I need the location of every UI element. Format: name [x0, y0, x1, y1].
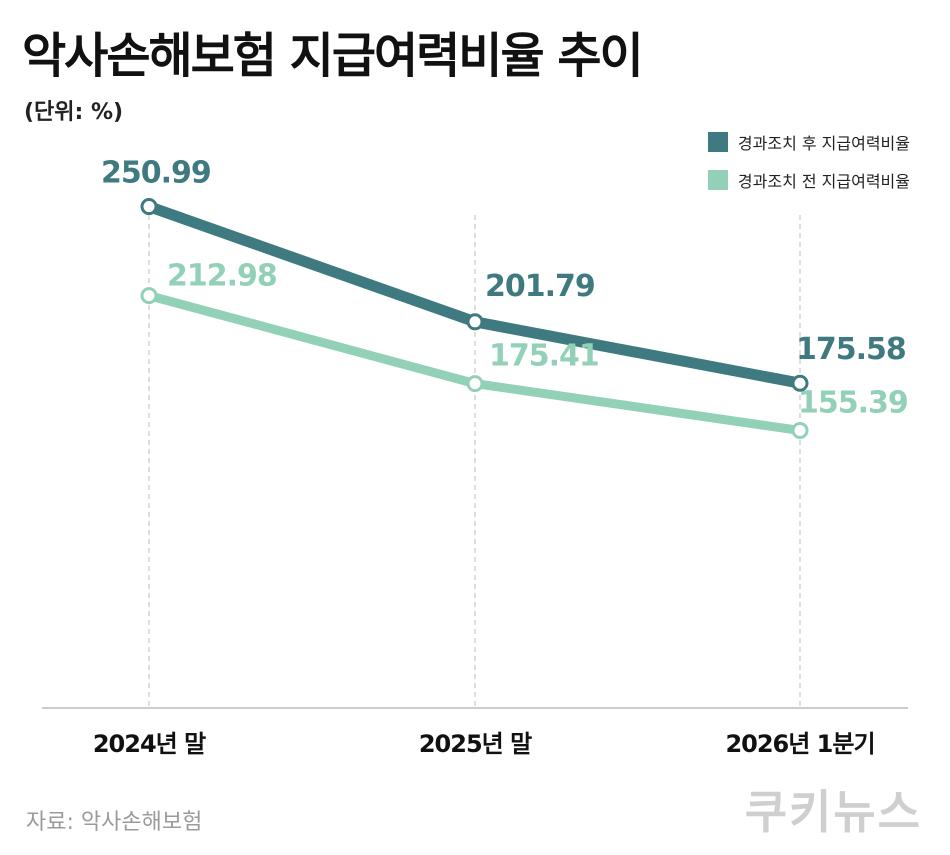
unit-label: (단위: %)	[24, 100, 124, 125]
legend-swatch-before	[707, 170, 728, 190]
data-point-before-2	[791, 421, 809, 439]
legend: 경과조치 후 지급여력비율 경과조치 전 지급여력비율	[707, 130, 910, 206]
data-point-before-1	[466, 375, 484, 393]
data-label-before-0: 212.98	[167, 259, 277, 294]
data-label-after-1: 201.79	[485, 269, 595, 304]
source-note: 자료: 악사손해보험	[26, 810, 203, 835]
data-point-after-2	[791, 374, 809, 392]
legend-item-before: 경과조치 전 지급여력비율	[707, 168, 910, 192]
x-tick-label-2: 2026년 1분기	[725, 730, 874, 758]
legend-label-after: 경과조치 후 지급여력비율	[737, 134, 910, 153]
data-label-after-0: 250.99	[101, 156, 211, 191]
data-label-after-2: 175.58	[796, 332, 906, 367]
legend-swatch-after	[707, 132, 728, 152]
chart-title: 악사손해보험 지급여력비율 추이	[22, 28, 644, 84]
data-point-before-0	[140, 287, 158, 305]
x-tick-label-0: 2024년 말	[93, 730, 206, 758]
data-point-after-1	[466, 313, 484, 331]
brand-logo: 쿠키뉴스	[744, 785, 922, 839]
x-tick-label-1: 2025년 말	[419, 730, 532, 758]
data-point-after-0	[140, 198, 158, 216]
data-label-before-2: 155.39	[798, 385, 908, 420]
data-label-before-1: 175.41	[489, 339, 599, 374]
legend-item-after: 경과조치 후 지급여력비율	[707, 130, 910, 154]
legend-label-before: 경과조치 전 지급여력비율	[737, 172, 910, 191]
